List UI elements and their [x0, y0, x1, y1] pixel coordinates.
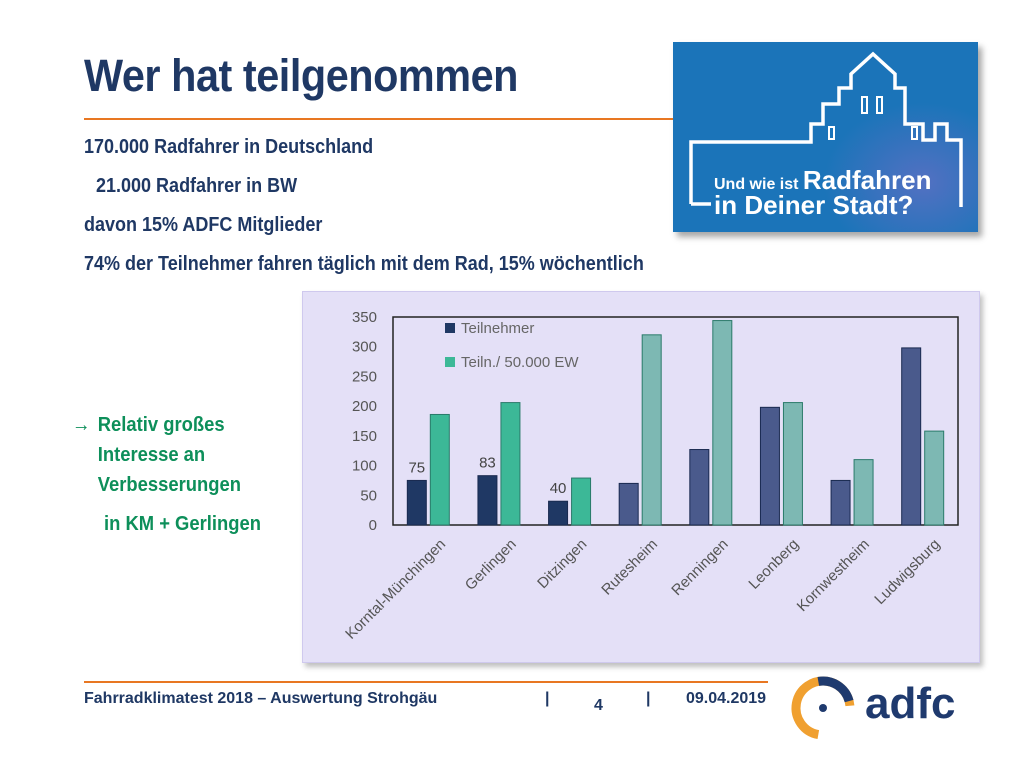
- bullet-item: 21.000 Radfahrer in BW: [96, 175, 298, 197]
- city-skyline-icon: [689, 51, 963, 207]
- note-line: Interesse an: [97, 444, 206, 466]
- banner-glow: [823, 102, 978, 232]
- footer-separator: |: [646, 690, 651, 707]
- campaign-banner: Und wie ist Radfahren in Deiner Stadt?: [673, 42, 978, 232]
- adfc-logo-icon: adfc: [791, 676, 955, 740]
- arrow-right-icon: →: [72, 414, 91, 436]
- footer-divider: [84, 681, 768, 683]
- footer-date: 09.04.2019: [686, 690, 767, 707]
- page-number: 4: [594, 697, 603, 714]
- legend-swatch: [445, 323, 455, 333]
- bar-teiln-per-50000: [571, 477, 592, 526]
- note-line: Verbesserungen: [97, 474, 241, 496]
- legend-label: Teiln./ 50.000 EW: [461, 354, 579, 371]
- y-tick-label: 300: [352, 339, 377, 356]
- bar-teilnehmer: [477, 475, 498, 526]
- bar-teilnehmer: [901, 347, 922, 526]
- bar-teiln-per-50000: [924, 430, 945, 526]
- data-label: 75: [408, 459, 425, 476]
- x-tick-label: Ludwigsburg: [871, 536, 943, 608]
- banner-line1-big: Radfahren: [802, 165, 932, 195]
- y-tick-label: 250: [352, 368, 377, 385]
- note-block: → Relativ großes Interesse an Verbesserun…: [72, 410, 241, 500]
- banner-line2: in Deiner Stadt?: [714, 190, 914, 220]
- bar-teilnehmer: [830, 479, 851, 526]
- data-label: 83: [479, 455, 496, 472]
- y-tick-label: 200: [352, 398, 377, 415]
- legend-swatch: [445, 357, 455, 367]
- x-tick-label: Rutesheim: [598, 536, 661, 599]
- y-tick-label: 100: [352, 458, 377, 475]
- bar-teiln-per-50000: [641, 334, 662, 526]
- x-tick-label: Renningen: [668, 536, 731, 599]
- bar-teiln-per-50000: [782, 402, 803, 526]
- bullet-item: 170.000 Radfahrer in Deutschland: [84, 136, 374, 158]
- footer-separator: |: [545, 690, 550, 707]
- y-tick-label: 350: [352, 309, 377, 326]
- bullet-item: 74% der Teilnehmer fahren täglich mit de…: [84, 253, 644, 275]
- bar-teiln-per-50000: [429, 413, 450, 526]
- bar-teilnehmer: [406, 479, 427, 526]
- bar-teilnehmer: [689, 449, 710, 526]
- x-tick-label: Korntal-Münchingen: [342, 536, 449, 643]
- x-tick-label: Leonberg: [745, 536, 802, 593]
- bullet-item: davon 15% ADFC Mitglieder: [84, 214, 323, 236]
- bar-chart: 0 50 100 150 200 250 300 350 75 Korntal-Münchinge…: [342, 309, 959, 643]
- title-divider: [84, 118, 684, 120]
- adfc-logo-text: adfc: [865, 679, 955, 728]
- data-label: 40: [550, 480, 567, 497]
- bar-teilnehmer: [759, 406, 780, 526]
- y-tick-label: 150: [352, 428, 377, 445]
- note-conclusion: in KM + Gerlingen: [104, 513, 261, 535]
- bar-teiln-per-50000: [853, 459, 874, 526]
- footer-title: Fahrradklimatest 2018 – Auswertung Stroh…: [84, 690, 438, 707]
- y-tick-label: 50: [360, 487, 377, 504]
- banner-line1-small: Und wie ist: [714, 176, 799, 193]
- legend-label: Teilnehmer: [461, 320, 534, 337]
- x-tick-label: Ditzingen: [534, 536, 590, 592]
- bar-teiln-per-50000: [500, 402, 521, 526]
- bar-teilnehmer: [618, 482, 639, 526]
- page-title: Wer hat teilgenommen: [84, 50, 519, 101]
- note-line: Relativ großes: [97, 414, 225, 436]
- adfc-logo: adfc: [783, 668, 983, 748]
- bar-teiln-per-50000: [712, 320, 733, 526]
- x-tick-label: Kornwestheim: [794, 536, 873, 615]
- bar-teilnehmer: [548, 500, 569, 526]
- bar-chart-panel: 0 50 100 150 200 250 300 350 75 Korntal-Münchinge…: [302, 291, 980, 663]
- y-tick-label: 0: [369, 517, 377, 534]
- banner-line1: Und wie ist Radfahren: [714, 165, 931, 196]
- x-tick-label: Gerlingen: [462, 536, 520, 594]
